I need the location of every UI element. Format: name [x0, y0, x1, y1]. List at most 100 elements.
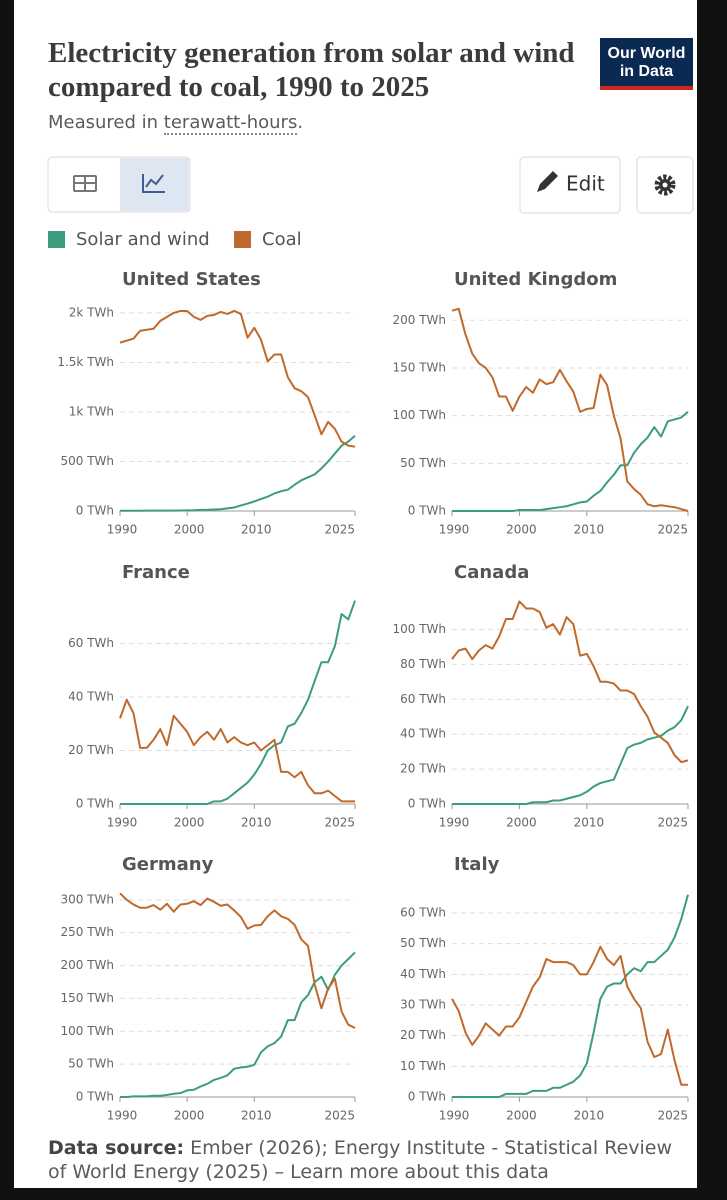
y-tick-label: 20 TWh	[400, 1028, 446, 1042]
x-tick-label: 2025	[324, 523, 355, 537]
series-line	[451, 600, 689, 764]
x-tick-label: 2025	[657, 816, 688, 830]
x-tick-label: 2000	[174, 523, 205, 537]
series-line	[451, 945, 688, 1086]
y-tick-label: 200 TWh	[392, 313, 446, 327]
series-line	[120, 951, 356, 1098]
footer: Data source: Ember (2026); Energy Instit…	[48, 1136, 688, 1182]
subtitle-end: .	[297, 112, 304, 133]
y-tick-label: 20 TWh	[400, 762, 446, 776]
y-tick-label: 150 TWh	[60, 991, 114, 1005]
x-tick-label: 1990	[439, 816, 470, 830]
x-tick-label: 1990	[439, 1109, 470, 1123]
x-tick-label: 2010	[241, 816, 272, 830]
x-tick-label: 1990	[107, 816, 138, 830]
y-tick-label: 0 TWh	[76, 797, 114, 811]
y-tick-label: 50 TWh	[68, 1057, 114, 1071]
x-tick-label: 2010	[574, 523, 605, 537]
chart-title: Italy	[454, 854, 500, 875]
y-tick-label: 60 TWh	[68, 636, 114, 650]
y-tick-label: 500 TWh	[60, 454, 114, 468]
y-tick-label: 150 TWh	[392, 360, 446, 374]
y-tick-label: 10 TWh	[400, 1059, 446, 1073]
legend-swatch	[48, 231, 65, 248]
legend-swatch	[234, 231, 251, 248]
legend-label[interactable]: Solar and wind	[76, 229, 210, 250]
title: Electricity generation from solar and wi…	[48, 37, 575, 103]
chart-title: Canada	[454, 562, 529, 583]
x-tick-label: 2025	[657, 523, 688, 537]
y-tick-label: 1.5k TWh	[57, 355, 114, 369]
x-tick-label: 2010	[574, 1109, 605, 1123]
x-tick-label: 2000	[506, 1109, 537, 1123]
subtitle: Measured in terawatt-hours.	[48, 112, 304, 135]
series-line	[452, 411, 689, 512]
subtitle-text: Measured in	[48, 112, 159, 133]
source-text[interactable]: Ember (2026); Energy Institute - Statist…	[48, 1137, 673, 1182]
chart-icon[interactable]	[142, 174, 165, 193]
pencil-icon	[537, 171, 558, 192]
chart-title: United Kingdom	[454, 269, 617, 290]
y-tick-label: 100 TWh	[392, 408, 446, 422]
logo-line: Our World	[607, 45, 686, 62]
small-multiple: United Kingdom 0 TWh 50 TWh 100 TWh 150 TWh 2…	[392, 269, 689, 537]
series-line	[452, 894, 689, 1098]
y-tick-label: 1k TWh	[69, 404, 114, 418]
y-tick-label: 2k TWh	[69, 305, 114, 319]
series-line	[119, 698, 355, 803]
y-tick-label: 100 TWh	[392, 622, 446, 636]
x-tick-label: 2010	[241, 523, 272, 537]
small-multiple: Canada 0 TWh 20 TWh 40 TWh 60 TWh 80 TWh 100 T…	[392, 562, 689, 830]
series-line	[120, 434, 356, 512]
chart-title: Germany	[122, 854, 214, 875]
y-tick-label: 60 TWh	[400, 906, 446, 920]
y-tick-label: 100 TWh	[60, 1024, 114, 1038]
x-tick-label: 2025	[324, 1109, 355, 1123]
source-label: Data source:	[48, 1137, 185, 1159]
x-tick-label: 2000	[174, 1109, 205, 1123]
y-tick-label: 0 TWh	[76, 1090, 114, 1104]
small-multiple: France 0 TWh 20 TWh 40 TWh 60 TWh 1990 2000 201…	[68, 562, 356, 830]
logo-line: in Data	[619, 63, 674, 80]
chart-title: France	[122, 562, 190, 583]
small-multiple: Italy 0 TWh 10 TWh 20 TWh 30 TWh 40 TWh 50 TWh…	[400, 854, 689, 1123]
y-tick-label: 50 TWh	[400, 456, 446, 470]
x-tick-label: 1990	[107, 1109, 138, 1123]
series-line	[119, 309, 356, 448]
y-tick-label: 200 TWh	[60, 958, 114, 972]
y-tick-label: 0 TWh	[408, 1090, 446, 1104]
y-tick-label: 50 TWh	[400, 936, 446, 950]
x-tick-label: 2025	[657, 1109, 688, 1123]
gear-icon	[654, 174, 676, 196]
edit-label[interactable]: Edit	[566, 172, 605, 196]
logo[interactable]: Our World in Data	[600, 38, 693, 90]
y-tick-label: 30 TWh	[400, 998, 446, 1012]
y-tick-label: 0 TWh	[76, 504, 114, 518]
y-tick-label: 60 TWh	[400, 692, 446, 706]
y-tick-label: 250 TWh	[60, 925, 114, 939]
y-tick-label: 40 TWh	[400, 727, 446, 741]
y-tick-label: 80 TWh	[400, 657, 446, 671]
table-icon[interactable]	[73, 175, 97, 192]
small-multiple: Germany 0 TWh 50 TWh 100 TWh 150 TWh 200 TWh 2…	[60, 854, 356, 1123]
y-tick-label: 20 TWh	[68, 743, 114, 757]
x-tick-label: 2000	[506, 816, 537, 830]
x-tick-label: 2025	[324, 816, 355, 830]
unit-link[interactable]: terawatt-hours	[163, 112, 298, 135]
chart-tab-active[interactable]	[120, 158, 189, 211]
y-tick-label: 40 TWh	[400, 967, 446, 981]
series-line	[452, 705, 689, 805]
x-tick-label: 2010	[241, 1109, 272, 1123]
x-tick-label: 2000	[174, 816, 205, 830]
edit-button[interactable]	[519, 156, 621, 214]
series-line	[451, 307, 689, 512]
chart-title: United States	[122, 269, 261, 290]
y-tick-label: 40 TWh	[68, 689, 114, 703]
y-tick-label: 0 TWh	[408, 797, 446, 811]
x-tick-label: 2000	[506, 523, 537, 537]
x-tick-label: 1990	[107, 523, 138, 537]
legend-label[interactable]: Coal	[262, 229, 302, 250]
small-multiple: United States 0 TWh 500 TWh 1k TWh 1.5k TWh 2…	[57, 269, 356, 537]
